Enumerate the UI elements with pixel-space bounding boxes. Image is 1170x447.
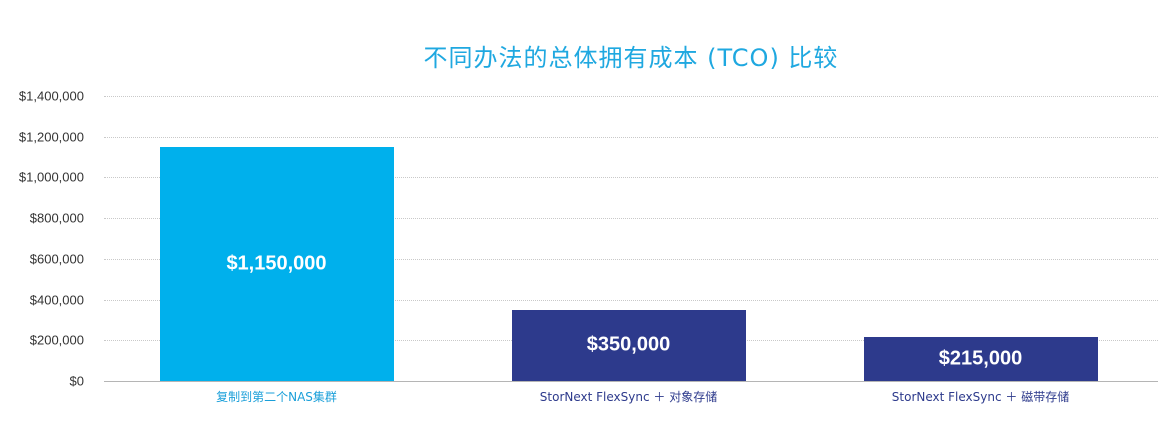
y-tick-label: $1,400,000 (18, 88, 84, 104)
y-tick-label: $200,000 (29, 332, 84, 348)
gridline (104, 96, 1158, 97)
y-tick-label: $0 (69, 373, 84, 389)
x-category-label: StorNext FlexSync ＋ 磁带存储 (891, 390, 1070, 404)
bar-value-label: $350,000 (586, 333, 671, 356)
y-tick-label: $600,000 (29, 251, 84, 267)
y-tick-label: $400,000 (29, 292, 84, 308)
x-category-label: StorNext FlexSync ＋ 对象存储 (539, 390, 718, 404)
y-tick-label: $1,000,000 (18, 169, 84, 185)
x-axis-baseline (104, 381, 1158, 382)
bar: $1,150,000 (159, 146, 394, 381)
gridline (104, 218, 1158, 220)
gridline (104, 136, 1158, 138)
bar-value-label: $1,150,000 (226, 252, 327, 275)
gridline (104, 258, 1158, 260)
bar: $215,000 (863, 337, 1098, 381)
y-tick-label: $800,000 (29, 210, 84, 226)
x-category-label: 复制到第二个NAS集群 (216, 390, 337, 404)
bar-value-label: $215,000 (938, 347, 1023, 370)
y-tick-label: $1,200,000 (18, 129, 84, 145)
chart-title: 不同办法的总体拥有成本 (TCO) 比较 (423, 44, 839, 72)
bar: $350,000 (511, 309, 746, 381)
gridline (104, 299, 1158, 301)
gridline (104, 177, 1158, 179)
